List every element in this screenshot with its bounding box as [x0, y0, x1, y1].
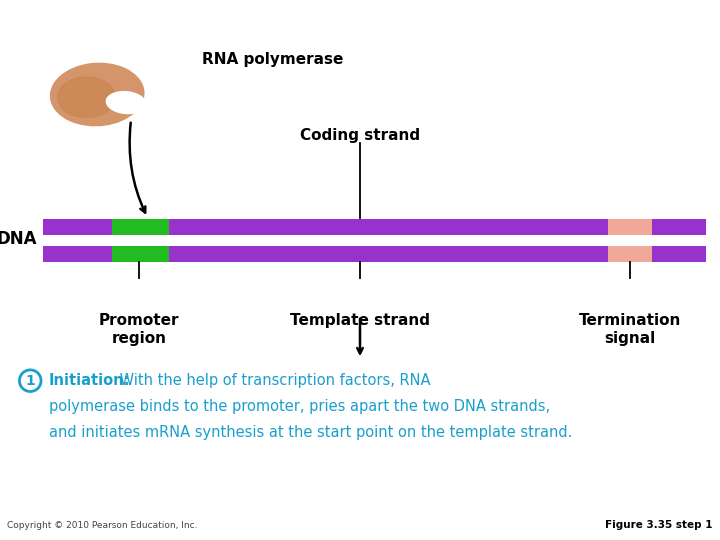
- Text: polymerase binds to the promoter, pries apart the two DNA strands,: polymerase binds to the promoter, pries …: [49, 399, 550, 414]
- Ellipse shape: [50, 63, 144, 126]
- Text: Template strand: Template strand: [290, 313, 430, 328]
- Text: Promoter
region: Promoter region: [99, 313, 179, 346]
- Text: With the help of transcription factors, RNA: With the help of transcription factors, …: [115, 373, 431, 388]
- Bar: [608, 246, 652, 262]
- Ellipse shape: [58, 77, 115, 118]
- Text: Figure 3.35 step 1: Figure 3.35 step 1: [606, 520, 713, 530]
- Text: Initiation:: Initiation:: [49, 373, 130, 388]
- Text: Copyright © 2010 Pearson Education, Inc.: Copyright © 2010 Pearson Education, Inc.: [7, 521, 198, 530]
- Text: Coding strand: Coding strand: [300, 128, 420, 143]
- Text: 1: 1: [25, 374, 35, 388]
- Text: Termination
signal: Termination signal: [579, 313, 681, 346]
- Ellipse shape: [107, 92, 145, 113]
- Bar: [608, 219, 652, 235]
- Bar: [43, 219, 706, 235]
- Text: RNA polymerase: RNA polymerase: [202, 52, 343, 67]
- Bar: [43, 246, 706, 262]
- Text: DNA: DNA: [0, 230, 37, 248]
- Text: and initiates mRNA synthesis at the start point on the template strand.: and initiates mRNA synthesis at the star…: [49, 425, 572, 440]
- Bar: [112, 219, 169, 235]
- Bar: [112, 246, 169, 262]
